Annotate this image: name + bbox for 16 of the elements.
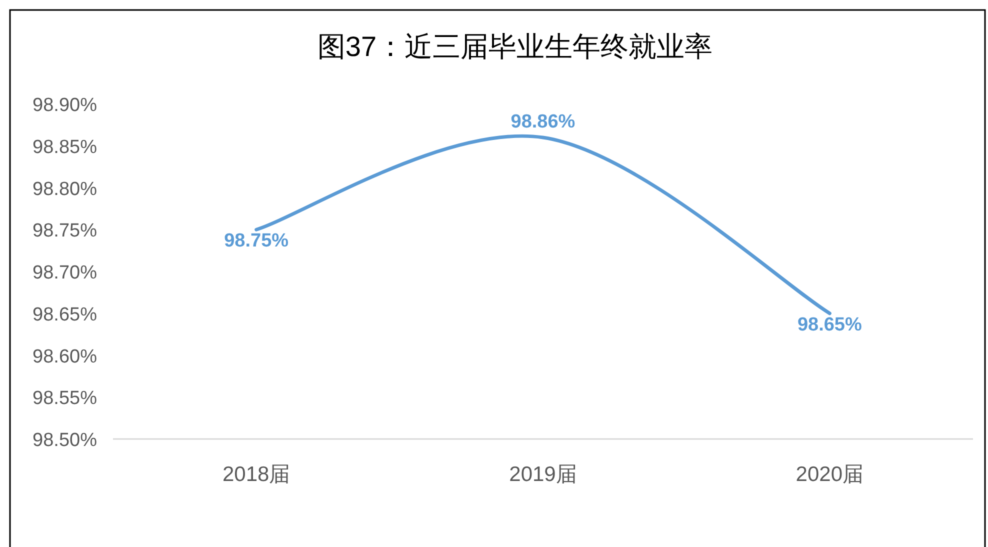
- y-tick-label: 98.50%: [32, 430, 98, 451]
- data-label: 98.86%: [510, 112, 576, 132]
- y-tick-label: 98.65%: [32, 304, 98, 326]
- chart-title: 图37：近三届毕业生年终就业率: [317, 31, 713, 62]
- y-tick-label: 98.90%: [32, 95, 98, 116]
- data-label: 98.75%: [224, 230, 289, 252]
- y-tick-label: 98.80%: [32, 178, 98, 200]
- y-tick-label: 98.75%: [32, 220, 98, 242]
- y-tick-label: 98.85%: [32, 136, 98, 158]
- y-tick-label: 98.70%: [32, 262, 98, 284]
- data-label: 98.65%: [797, 314, 862, 336]
- x-tick-label: 2020届: [796, 463, 864, 486]
- x-tick-label: 2019届: [509, 463, 577, 486]
- y-tick-label: 98.55%: [32, 388, 98, 410]
- x-tick-label: 2018届: [222, 463, 290, 486]
- y-tick-label: 98.60%: [32, 346, 98, 368]
